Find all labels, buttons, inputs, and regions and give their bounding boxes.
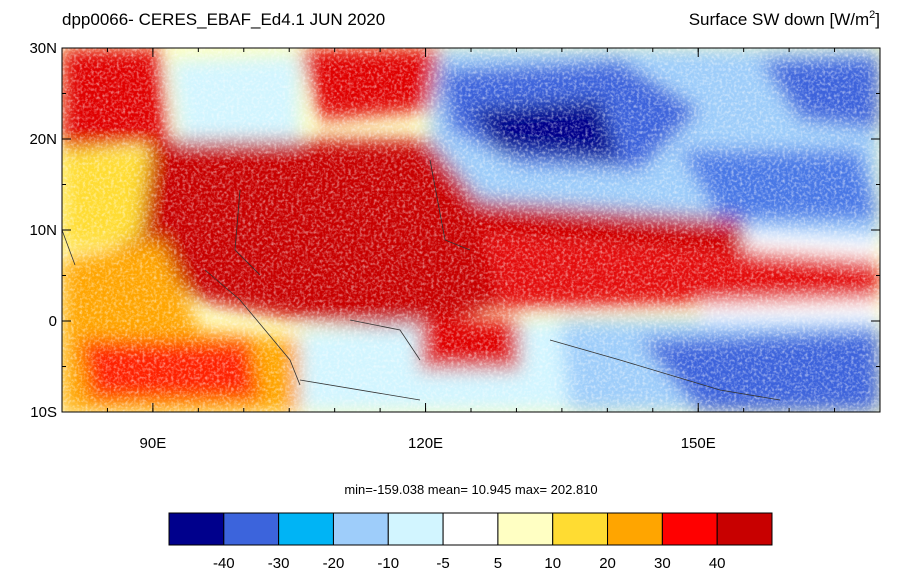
title-right-end: ]: [875, 10, 880, 29]
colorbar-box: [442, 512, 499, 546]
colorbar-label: -10: [377, 555, 399, 572]
colorbar-box: [223, 512, 280, 546]
field: [62, 48, 880, 412]
colorbar-box: [168, 512, 225, 546]
title-right-sup: 2: [869, 9, 875, 21]
colorbar-label: 5: [494, 555, 502, 572]
y-tick-label: 30N: [29, 40, 57, 57]
title-right: Surface SW down [W/m2]: [689, 9, 880, 29]
colorbar-label: -20: [323, 555, 345, 572]
colorbar-label: -40: [213, 555, 235, 572]
colorbar-label: -30: [268, 555, 290, 572]
y-tick-label: 10S: [30, 404, 57, 421]
colorbar-box: [278, 512, 334, 546]
colorbar-label: 10: [544, 555, 561, 572]
y-tick-label: 0: [49, 313, 57, 330]
title-right-text: Surface SW down [W/m: [689, 10, 869, 29]
y-tick-label: 20N: [29, 131, 57, 148]
colorbar-box: [387, 512, 444, 546]
colorbar-box: [552, 512, 609, 546]
colorbar-label: 30: [654, 555, 671, 572]
title-left: dpp0066- CERES_EBAF_Ed4.1 JUN 2020: [62, 10, 385, 29]
stats: min=-159.038 mean= 10.945 max= 202.810: [344, 482, 597, 497]
colorbar-label: 20: [599, 555, 616, 572]
colorbar-label: -5: [436, 555, 449, 572]
colorbar-box: [661, 512, 718, 546]
x-tick-label: 90E: [140, 435, 167, 452]
colorbar-box: [607, 512, 663, 546]
colorbar-box: [332, 512, 389, 546]
y-tick-label: 10N: [29, 222, 57, 239]
colorbar-box: [716, 512, 773, 546]
colorbar-box: [497, 512, 554, 546]
x-tick-label: 150E: [681, 435, 716, 452]
colorbar-label: 40: [709, 555, 726, 572]
x-tick-label: 120E: [408, 435, 443, 452]
